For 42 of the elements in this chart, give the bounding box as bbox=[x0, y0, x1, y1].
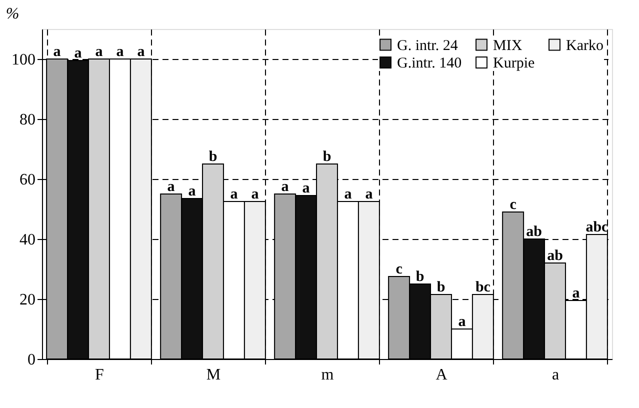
data-label: a bbox=[281, 179, 290, 195]
y-tick-label: 80 bbox=[20, 112, 36, 128]
x-tick-label: a bbox=[552, 366, 560, 384]
x-tick-label: A bbox=[436, 366, 448, 384]
y-tick-label: 60 bbox=[20, 172, 36, 188]
data-label: a bbox=[95, 44, 104, 60]
data-label: a bbox=[458, 314, 466, 330]
data-label: a bbox=[167, 179, 176, 195]
data-label: a bbox=[365, 186, 374, 202]
data-label: a bbox=[230, 186, 238, 202]
data-label: a bbox=[74, 46, 82, 62]
y-tick-label: 20 bbox=[20, 292, 36, 308]
data-label: b bbox=[416, 269, 424, 285]
data-label: b bbox=[208, 149, 218, 165]
legend-label: Kurpie bbox=[493, 56, 535, 72]
x-tick-label: F bbox=[95, 366, 104, 384]
data-label: b bbox=[436, 280, 446, 296]
data-label: a bbox=[572, 286, 580, 302]
legend-label: Karko bbox=[566, 38, 604, 54]
data-label: c bbox=[510, 197, 517, 213]
y-tick-label: 40 bbox=[20, 232, 36, 248]
data-label: a bbox=[53, 44, 62, 60]
x-tick-label: m bbox=[321, 366, 334, 384]
data-label: ab bbox=[547, 248, 563, 264]
data-label: c bbox=[396, 262, 403, 278]
data-label: a bbox=[344, 186, 352, 202]
legend-label: G.intr. 140 bbox=[397, 56, 462, 72]
data-label: a bbox=[251, 186, 260, 202]
data-label: bc bbox=[475, 280, 491, 296]
data-label: abc bbox=[586, 220, 609, 236]
data-label: a bbox=[116, 44, 124, 60]
data-label: ab bbox=[526, 224, 542, 240]
y-tick-label: 0 bbox=[28, 352, 36, 368]
x-tick-label: M bbox=[206, 366, 221, 384]
y-axis-title: % bbox=[6, 6, 20, 22]
legend-label: G. intr. 24 bbox=[397, 38, 458, 54]
y-tick-label: 100 bbox=[12, 52, 36, 68]
data-label: a bbox=[302, 180, 310, 196]
legend-label: MIX bbox=[493, 38, 522, 54]
data-label: a bbox=[188, 184, 196, 200]
data-label: a bbox=[137, 44, 146, 60]
data-label: b bbox=[322, 149, 332, 165]
